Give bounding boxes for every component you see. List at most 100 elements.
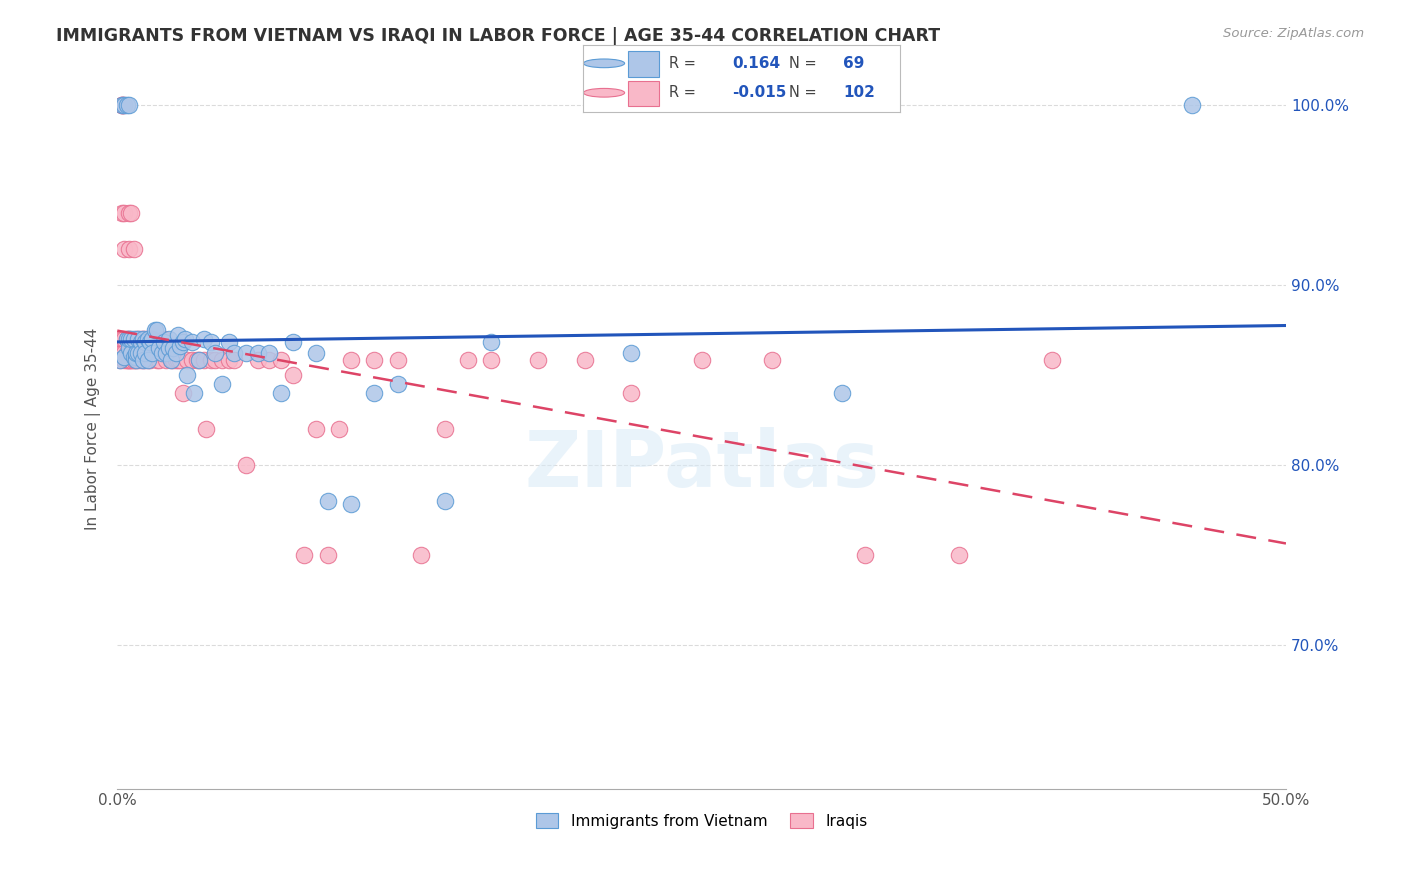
FancyBboxPatch shape: [627, 51, 659, 77]
Point: [112, 205, 135, 219]
Point: [292, 548, 315, 562]
Point: [204, 346, 226, 360]
Point: [132, 332, 155, 346]
Point: [176, 353, 198, 368]
Point: [167, 327, 190, 342]
Point: [146, 346, 169, 360]
Point: [574, 353, 596, 368]
Point: [153, 332, 176, 346]
Point: [118, 242, 141, 256]
Point: [257, 346, 280, 360]
Point: [433, 421, 456, 435]
Point: [155, 353, 177, 368]
Point: [224, 353, 246, 368]
Point: [120, 353, 142, 368]
Point: [160, 353, 183, 368]
Point: [690, 353, 713, 368]
Point: [1181, 97, 1204, 112]
Point: [157, 341, 180, 355]
Point: [129, 332, 152, 346]
Point: [132, 332, 155, 346]
Point: [479, 335, 502, 350]
Point: [122, 353, 145, 368]
Point: [162, 353, 184, 368]
Point: [108, 353, 131, 368]
Point: [146, 322, 169, 336]
Point: [235, 458, 257, 472]
Point: [246, 346, 269, 360]
Point: [122, 242, 145, 256]
Point: [122, 332, 145, 346]
Point: [134, 335, 156, 350]
Point: [111, 97, 134, 112]
Point: [132, 353, 155, 368]
Point: [143, 346, 166, 360]
Point: [479, 353, 502, 368]
Point: [134, 353, 156, 368]
Point: [1040, 353, 1063, 368]
Point: [118, 205, 141, 219]
Point: [120, 346, 142, 360]
Point: [141, 346, 163, 360]
Point: [112, 242, 135, 256]
Point: [181, 335, 204, 350]
Point: [218, 353, 240, 368]
Point: [165, 346, 187, 360]
Point: [146, 353, 169, 368]
Point: [139, 353, 162, 368]
Text: -0.015: -0.015: [733, 86, 786, 100]
FancyBboxPatch shape: [627, 81, 659, 106]
Point: [111, 346, 134, 360]
Point: [183, 385, 205, 400]
Point: [281, 368, 304, 382]
Point: [235, 346, 257, 360]
Point: [129, 346, 152, 360]
Text: N =: N =: [789, 86, 817, 100]
Point: [115, 353, 138, 368]
Point: [620, 346, 643, 360]
Point: [387, 353, 409, 368]
Point: [169, 353, 191, 368]
Point: [108, 353, 131, 368]
Text: ZIPatlas: ZIPatlas: [524, 426, 879, 502]
Point: [193, 332, 215, 346]
Point: [115, 332, 138, 346]
Point: [305, 346, 328, 360]
Y-axis label: In Labor Force | Age 35-44: In Labor Force | Age 35-44: [86, 327, 101, 530]
Point: [111, 332, 134, 346]
Circle shape: [583, 88, 624, 97]
Point: [181, 353, 204, 368]
Point: [157, 346, 180, 360]
Point: [132, 353, 155, 368]
Point: [112, 350, 135, 364]
Point: [211, 376, 233, 391]
Point: [155, 346, 177, 360]
Point: [160, 353, 183, 368]
Point: [112, 353, 135, 368]
Point: [143, 322, 166, 336]
Text: IMMIGRANTS FROM VIETNAM VS IRAQI IN LABOR FORCE | AGE 35-44 CORRELATION CHART: IMMIGRANTS FROM VIETNAM VS IRAQI IN LABO…: [56, 27, 941, 45]
Text: R =: R =: [669, 56, 696, 70]
Point: [112, 332, 135, 346]
Point: [111, 97, 134, 112]
Point: [169, 339, 191, 353]
Point: [257, 353, 280, 368]
Point: [831, 385, 853, 400]
Point: [363, 385, 385, 400]
Point: [118, 332, 141, 346]
Point: [134, 346, 156, 360]
Point: [411, 548, 433, 562]
Point: [122, 350, 145, 364]
Point: [853, 548, 876, 562]
Point: [141, 346, 163, 360]
Point: [157, 332, 180, 346]
Point: [112, 97, 135, 112]
Point: [118, 346, 141, 360]
Point: [120, 332, 142, 346]
Point: [172, 385, 194, 400]
Point: [112, 97, 135, 112]
Point: [204, 353, 226, 368]
Point: [172, 335, 194, 350]
Point: [122, 353, 145, 368]
Point: [328, 421, 350, 435]
